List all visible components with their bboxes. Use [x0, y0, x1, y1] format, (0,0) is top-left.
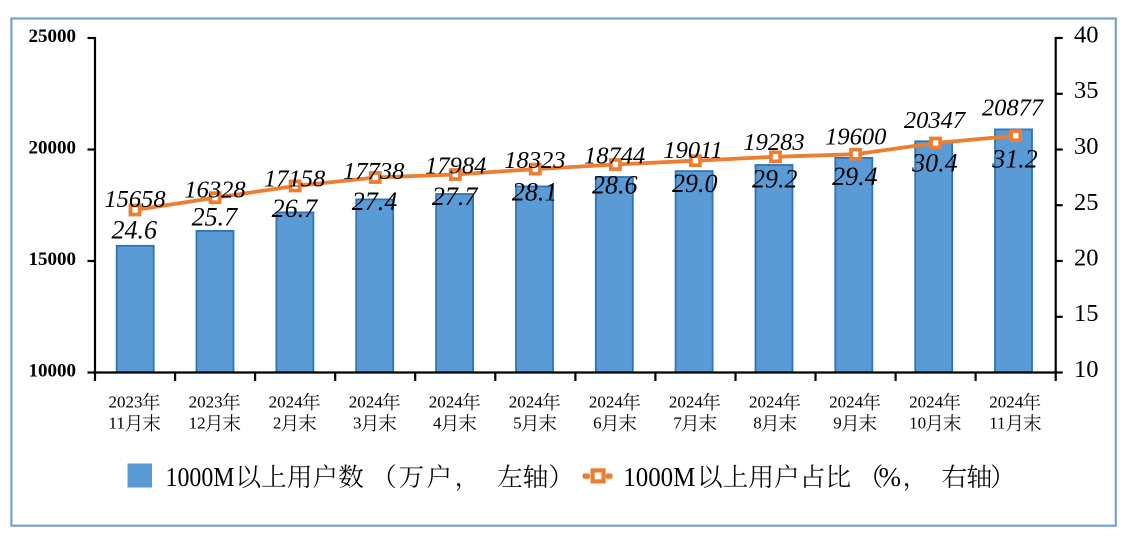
svg-text:12: 12	[189, 414, 206, 433]
svg-text:26.7: 26.7	[272, 194, 319, 223]
svg-text:19600: 19600	[825, 124, 886, 151]
svg-text:10: 10	[1074, 356, 1099, 383]
svg-text:2024: 2024	[349, 393, 384, 412]
svg-text:29.2: 29.2	[752, 164, 798, 193]
svg-text:27.7: 27.7	[432, 182, 479, 211]
svg-text:25.7: 25.7	[192, 203, 239, 232]
svg-text:2023: 2023	[189, 393, 223, 412]
svg-text:2024: 2024	[509, 393, 544, 412]
svg-text:30.4: 30.4	[911, 149, 958, 178]
svg-text:2024: 2024	[909, 393, 944, 412]
svg-text:10: 10	[909, 414, 926, 433]
svg-text:2024: 2024	[589, 393, 624, 412]
svg-text:15: 15	[1074, 300, 1099, 327]
svg-text:20000: 20000	[29, 138, 77, 159]
svg-text:20347: 20347	[904, 107, 967, 134]
svg-text:9: 9	[833, 414, 842, 433]
svg-text:4: 4	[433, 414, 442, 433]
svg-text:29.0: 29.0	[672, 169, 718, 198]
svg-text:2024: 2024	[829, 393, 864, 412]
svg-text:25000: 25000	[29, 26, 77, 47]
svg-text:28.1: 28.1	[512, 177, 558, 206]
svg-text:18744: 18744	[584, 142, 645, 169]
svg-text:8: 8	[753, 414, 762, 433]
svg-text:2: 2	[273, 414, 282, 433]
svg-text:17158: 17158	[264, 165, 325, 192]
svg-text:5: 5	[513, 414, 522, 433]
svg-text:15658: 15658	[104, 186, 165, 213]
svg-text:2024: 2024	[429, 393, 464, 412]
svg-text:27.4: 27.4	[352, 187, 398, 216]
svg-text:17738: 17738	[343, 158, 404, 185]
svg-text:2024: 2024	[749, 393, 784, 412]
svg-text:2024: 2024	[989, 393, 1024, 412]
svg-text:3: 3	[353, 414, 362, 433]
svg-text:6: 6	[593, 414, 602, 433]
svg-text:16328: 16328	[184, 177, 245, 204]
svg-text:29.4: 29.4	[832, 162, 878, 191]
svg-text:19011: 19011	[663, 137, 722, 164]
svg-text:2024: 2024	[269, 393, 304, 412]
svg-text:31.2: 31.2	[991, 145, 1038, 174]
svg-text:40: 40	[1074, 22, 1099, 49]
svg-text:2024: 2024	[669, 393, 704, 412]
svg-text:10000: 10000	[29, 361, 77, 382]
svg-text:30: 30	[1074, 133, 1099, 160]
svg-text:28.6: 28.6	[592, 170, 638, 199]
svg-text:24.6: 24.6	[112, 215, 158, 244]
svg-text:2023: 2023	[109, 393, 143, 412]
svg-text:17984: 17984	[425, 153, 486, 180]
svg-text:11: 11	[109, 414, 125, 433]
svg-text:11: 11	[989, 414, 1005, 433]
svg-text:19283: 19283	[743, 129, 804, 156]
svg-text:1000M: 1000M	[166, 462, 235, 492]
svg-text:7: 7	[673, 414, 682, 433]
svg-text:25: 25	[1074, 189, 1099, 216]
svg-text:18323: 18323	[504, 147, 565, 174]
svg-text:15000: 15000	[29, 249, 77, 270]
svg-text:1000M: 1000M	[623, 462, 695, 492]
svg-text:20: 20	[1074, 245, 1099, 272]
svg-text:%: %	[879, 462, 902, 492]
svg-text:20877: 20877	[982, 95, 1045, 122]
svg-text:35: 35	[1074, 77, 1099, 104]
